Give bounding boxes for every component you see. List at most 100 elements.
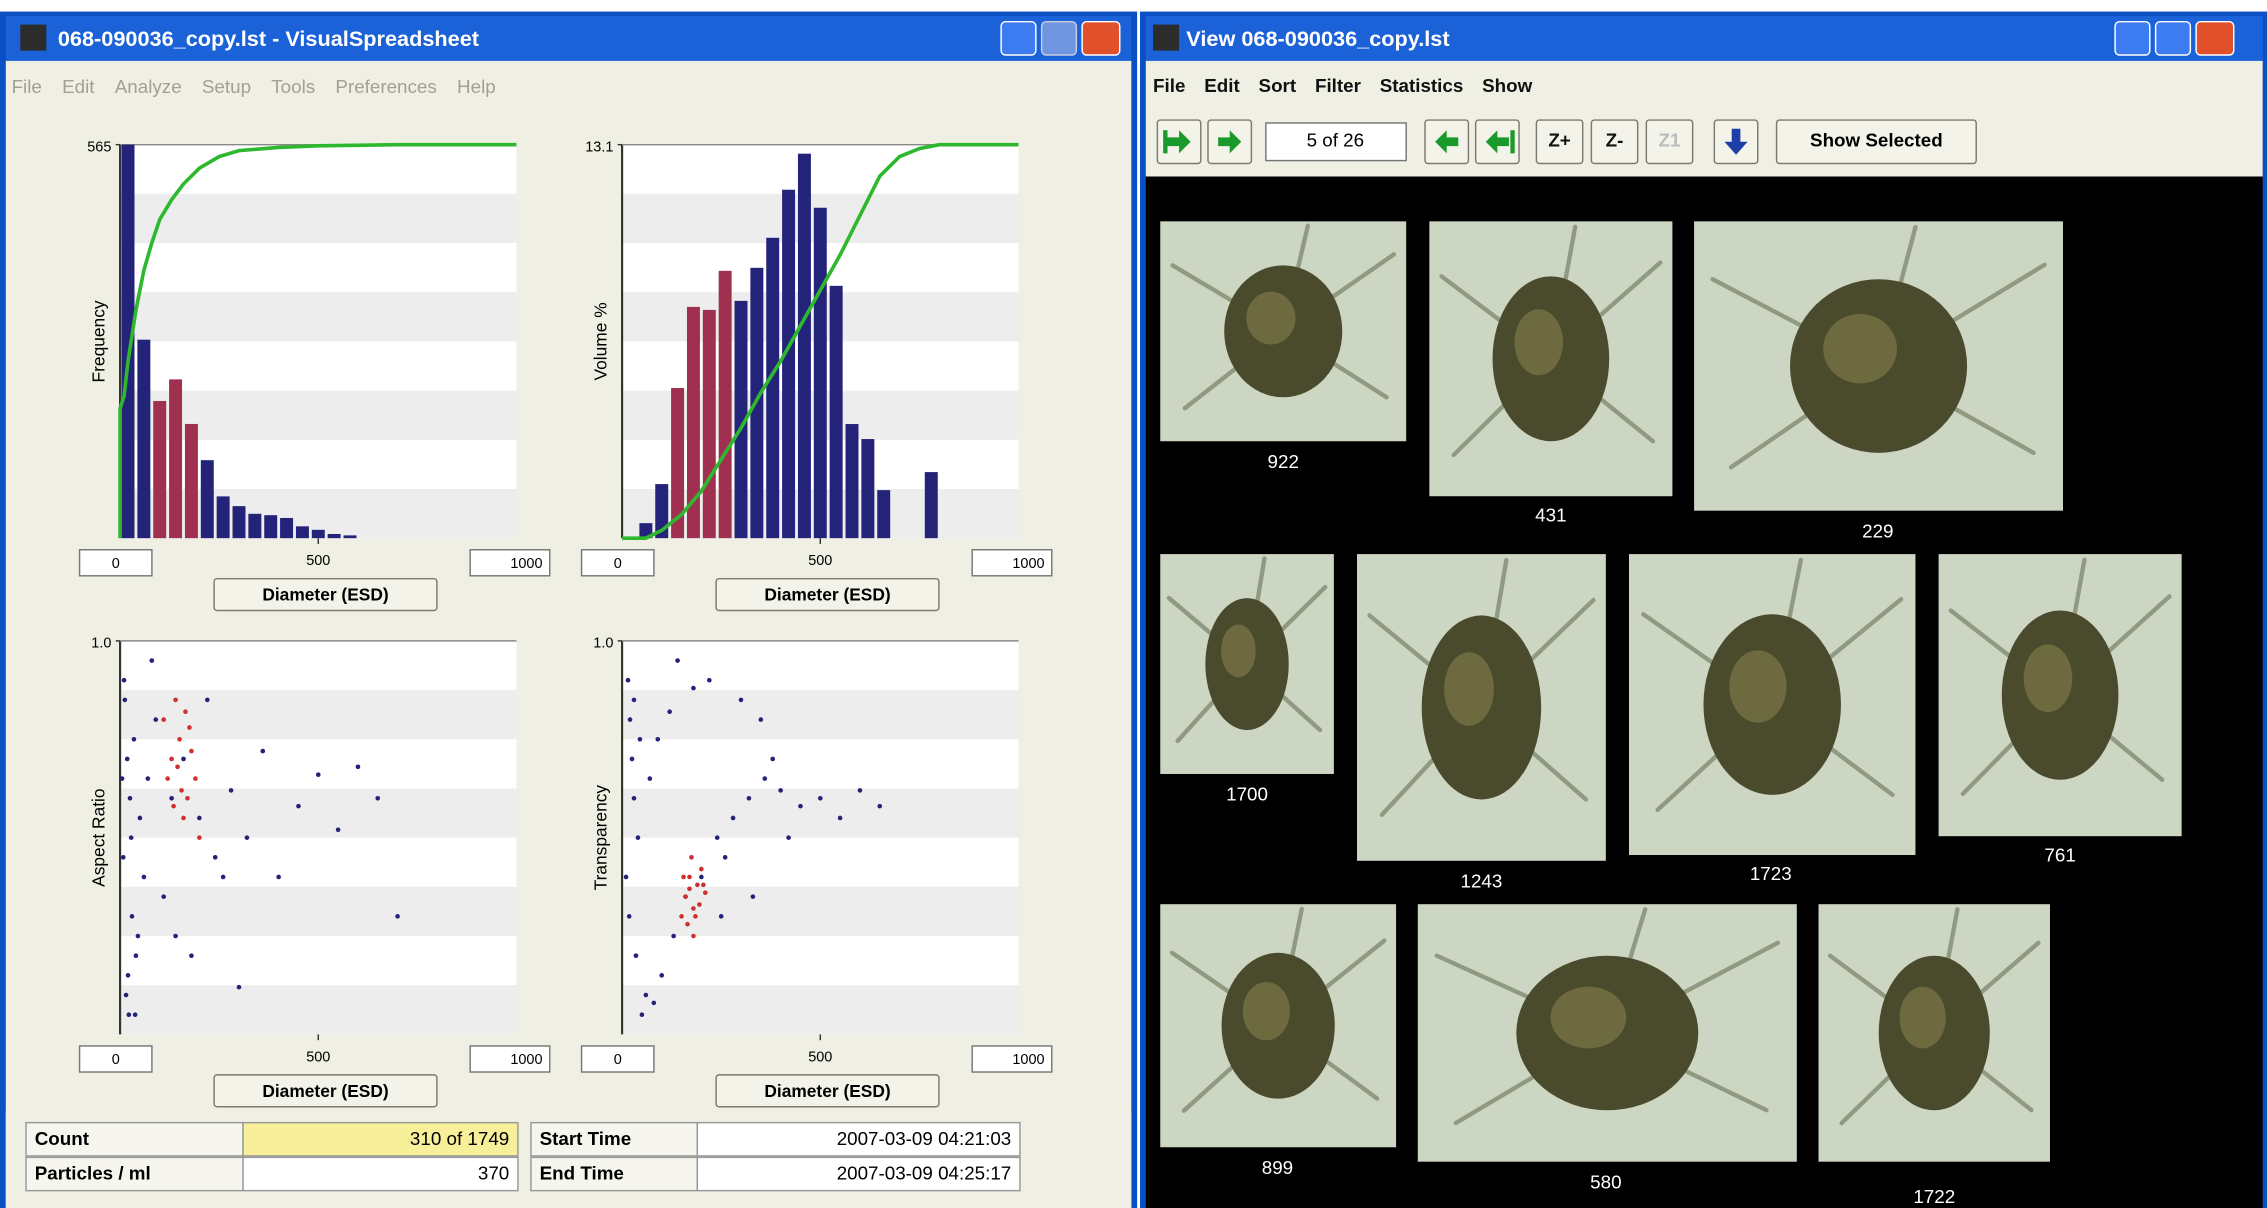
histogram-bar xyxy=(311,529,325,539)
menu-item[interactable]: Setup xyxy=(202,76,251,97)
zoom-label[interactable]: Z+ xyxy=(1548,130,1570,151)
zoom-button[interactable] xyxy=(1535,119,1584,165)
scatter-point xyxy=(220,874,226,880)
x-min-box[interactable] xyxy=(580,1045,655,1073)
x-max-box[interactable] xyxy=(971,1045,1053,1073)
scatter-point xyxy=(857,788,863,793)
thumbnail-label: 922 xyxy=(1268,451,1299,472)
menu-item[interactable]: Filter xyxy=(1315,75,1362,96)
x-axis-label[interactable]: Diameter (ESD) xyxy=(764,1081,890,1101)
scatter-point xyxy=(161,894,167,899)
thumbnail-label: 899 xyxy=(1262,1157,1293,1178)
scatter-point xyxy=(132,1012,138,1018)
x-axis-label[interactable]: Diameter (ESD) xyxy=(262,585,388,605)
y-tick-label: 13.1 xyxy=(585,139,613,155)
scatter-point xyxy=(228,788,234,793)
x-axis-button[interactable] xyxy=(213,577,438,612)
x-max-box[interactable] xyxy=(469,549,551,577)
y-axis-label: Transparency xyxy=(590,785,610,891)
histogram-bar xyxy=(766,237,780,539)
show-selected-label[interactable]: Show Selected xyxy=(1810,130,1943,151)
thumbnail-label: 229 xyxy=(1862,520,1893,541)
right-window-title: View 068-090036_copy.lst xyxy=(1186,26,1449,51)
plot-stripe xyxy=(120,292,517,342)
plot-stripe xyxy=(622,985,1019,1035)
specimen-highlight xyxy=(1246,291,1296,345)
menu-item[interactable]: Help xyxy=(457,76,496,97)
scatter-point xyxy=(691,933,696,939)
menu-item[interactable]: File xyxy=(12,76,42,97)
x-axis-label[interactable]: Diameter (ESD) xyxy=(262,1081,388,1101)
table-label: Particles / ml xyxy=(35,1163,151,1184)
close-button[interactable] xyxy=(1081,20,1121,56)
x-axis-button[interactable] xyxy=(715,577,940,612)
x-min-box[interactable] xyxy=(580,549,655,577)
scatter-point xyxy=(633,953,639,959)
x-max-box[interactable] xyxy=(469,1045,551,1073)
menu-item[interactable]: Tools xyxy=(271,76,315,97)
histogram-bar xyxy=(264,515,278,539)
plot-stripe xyxy=(120,886,517,937)
menu-item[interactable]: Sort xyxy=(1259,75,1297,96)
table-label-cell xyxy=(530,1156,699,1192)
zoom-label: Z1 xyxy=(1659,130,1681,151)
menu-item[interactable]: Analyze xyxy=(115,76,182,97)
scatter-point xyxy=(129,914,135,919)
show-selected-button[interactable] xyxy=(1775,119,1977,165)
position-text: 5 of 26 xyxy=(1307,130,1364,151)
scatter-point xyxy=(193,776,198,781)
scatter-point xyxy=(877,803,883,809)
x-axis-button[interactable] xyxy=(213,1074,438,1108)
maximize-button[interactable] xyxy=(1040,20,1078,56)
scatter-point xyxy=(659,973,665,978)
scatter-point xyxy=(169,795,174,801)
scatter-point xyxy=(181,815,186,821)
menu-item[interactable]: Edit xyxy=(62,76,95,97)
close-button[interactable] xyxy=(2195,20,2235,56)
zoom-label[interactable]: Z- xyxy=(1606,130,1624,151)
scatter-point xyxy=(681,874,686,880)
x-min-box[interactable] xyxy=(78,549,153,577)
x-tick-label: 1000 xyxy=(510,1052,542,1068)
minimize-button[interactable] xyxy=(2114,20,2151,56)
position-field[interactable] xyxy=(1265,122,1407,162)
maximize-button[interactable] xyxy=(2154,20,2192,56)
x-min-box[interactable] xyxy=(78,1045,153,1073)
menu-item[interactable]: File xyxy=(1153,75,1185,96)
scatter-point xyxy=(179,788,184,793)
scatter-point xyxy=(189,748,194,754)
specimen-highlight xyxy=(1899,986,1946,1049)
scatter-point xyxy=(817,795,823,801)
histogram-bar xyxy=(280,517,294,539)
scatter-point xyxy=(639,1012,645,1018)
scatter-point xyxy=(173,697,178,703)
scatter-point xyxy=(786,835,791,840)
histogram-bar xyxy=(121,144,135,539)
menu-item[interactable]: Show xyxy=(1482,75,1533,96)
menu-item[interactable]: Edit xyxy=(1204,75,1240,96)
histogram-bar xyxy=(327,533,341,539)
x-axis-label[interactable]: Diameter (ESD) xyxy=(764,585,890,605)
menu-item[interactable]: Statistics xyxy=(1380,75,1464,96)
scatter-point xyxy=(173,933,178,939)
menu-item[interactable]: Preferences xyxy=(335,76,436,97)
table-label: Count xyxy=(35,1128,90,1149)
scatter-point xyxy=(631,697,637,703)
specimen-highlight xyxy=(1550,986,1627,1049)
x-tick-label: 500 xyxy=(808,1049,832,1065)
thumbnail-label: 431 xyxy=(1535,504,1566,525)
down-arrow xyxy=(1724,128,1748,155)
scatter-point xyxy=(695,882,700,888)
x-max-box[interactable] xyxy=(971,549,1053,577)
scatter-point xyxy=(153,717,159,722)
plot-stripe xyxy=(120,690,517,740)
specimen-highlight xyxy=(1221,624,1256,678)
minimize-button[interactable] xyxy=(1000,20,1037,56)
x-axis-button[interactable] xyxy=(715,1074,940,1108)
x-tick-label: 500 xyxy=(808,553,832,569)
x-tick-label: 0 xyxy=(614,1052,622,1068)
y-axis-label: Frequency xyxy=(88,300,108,382)
plot-stripe xyxy=(622,690,1019,740)
zoom-button[interactable] xyxy=(1590,119,1639,165)
